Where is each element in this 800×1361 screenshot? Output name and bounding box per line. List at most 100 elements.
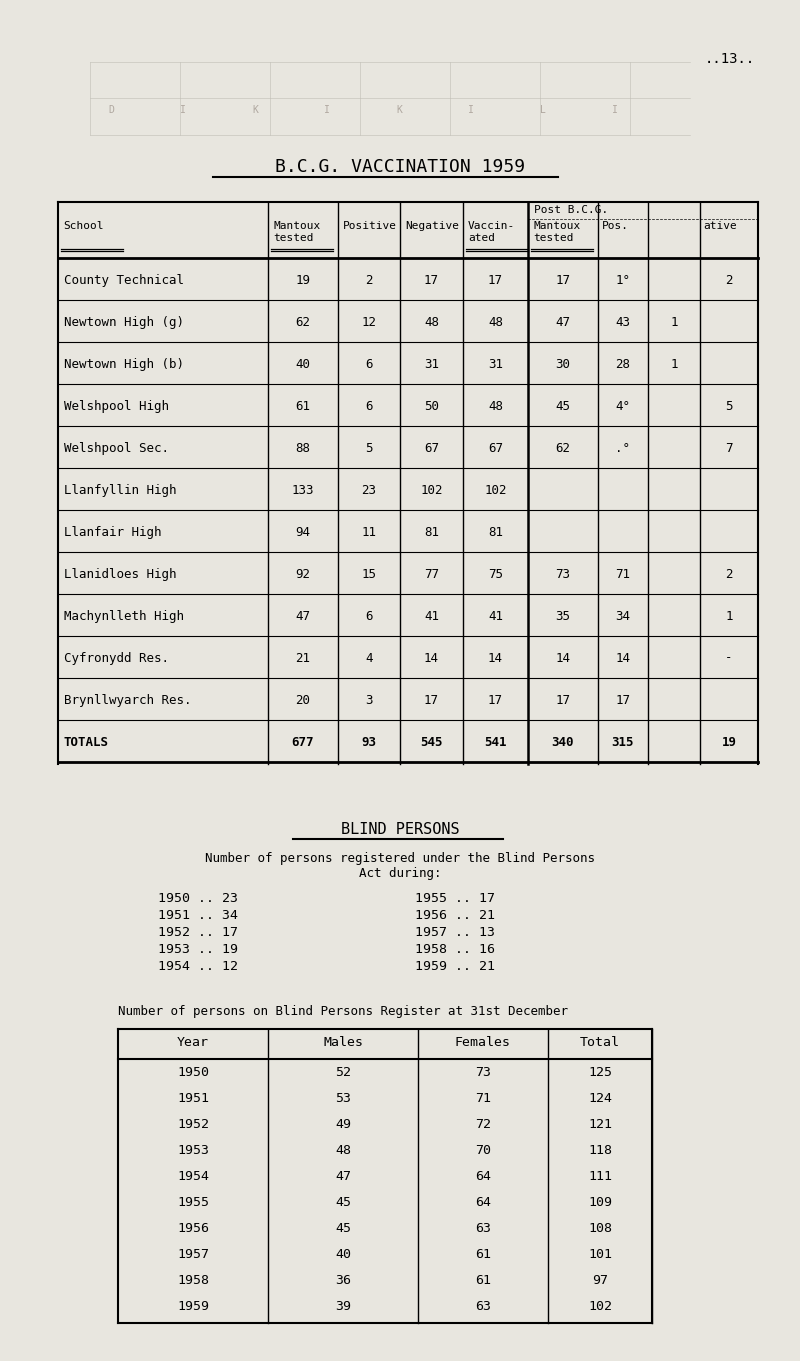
Text: 21: 21	[295, 652, 310, 664]
Text: 14: 14	[488, 652, 503, 664]
Text: 1959: 1959	[177, 1301, 209, 1313]
Text: Positive: Positive	[343, 220, 397, 231]
Text: 47: 47	[555, 316, 570, 328]
Text: BLIND PERSONS: BLIND PERSONS	[341, 822, 459, 837]
Text: 1950: 1950	[177, 1067, 209, 1079]
Text: 1951 .. 34: 1951 .. 34	[158, 909, 238, 921]
Text: Act during:: Act during:	[358, 867, 442, 881]
Text: 48: 48	[424, 316, 439, 328]
Text: 17: 17	[615, 694, 630, 706]
Text: 48: 48	[488, 400, 503, 412]
Text: 108: 108	[588, 1222, 612, 1236]
Text: 17: 17	[488, 694, 503, 706]
Text: 88: 88	[295, 441, 310, 455]
Text: ..13..: ..13..	[705, 52, 755, 65]
Text: 6: 6	[366, 358, 373, 370]
Text: Females: Females	[455, 1036, 511, 1049]
Text: 1951: 1951	[177, 1093, 209, 1105]
Text: 45: 45	[555, 400, 570, 412]
Text: 111: 111	[588, 1170, 612, 1184]
Text: 14: 14	[424, 652, 439, 664]
Text: County Technical: County Technical	[64, 274, 184, 287]
Text: 1950 .. 23: 1950 .. 23	[158, 891, 238, 905]
Text: 118: 118	[588, 1145, 612, 1157]
Text: Newtown High (g): Newtown High (g)	[64, 316, 184, 328]
Text: 1956: 1956	[177, 1222, 209, 1236]
Text: 61: 61	[475, 1274, 491, 1288]
Text: Newtown High (b): Newtown High (b)	[64, 358, 184, 370]
Text: 102: 102	[484, 483, 506, 497]
Text: 31: 31	[488, 358, 503, 370]
Text: 94: 94	[295, 525, 310, 539]
Text: 23: 23	[362, 483, 377, 497]
Text: 35: 35	[555, 610, 570, 622]
Text: I: I	[468, 105, 474, 114]
Text: 1952 .. 17: 1952 .. 17	[158, 925, 238, 939]
Text: 4°: 4°	[615, 400, 630, 412]
Text: 102: 102	[420, 483, 442, 497]
Text: 20: 20	[295, 694, 310, 706]
Text: 6: 6	[366, 400, 373, 412]
Text: B.C.G. VACCINATION 1959: B.C.G. VACCINATION 1959	[275, 158, 525, 176]
Text: 67: 67	[424, 441, 439, 455]
Text: 124: 124	[588, 1093, 612, 1105]
Text: 64: 64	[475, 1170, 491, 1184]
Text: 43: 43	[615, 316, 630, 328]
Text: 677: 677	[292, 735, 314, 749]
Text: Pos.: Pos.	[602, 220, 629, 231]
Text: Number of persons on Blind Persons Register at 31st December: Number of persons on Blind Persons Regis…	[118, 1004, 568, 1018]
Text: Total: Total	[580, 1036, 620, 1049]
Text: 70: 70	[475, 1145, 491, 1157]
Text: Year: Year	[177, 1036, 209, 1049]
Text: I: I	[324, 105, 330, 114]
Text: 133: 133	[292, 483, 314, 497]
Text: 63: 63	[475, 1222, 491, 1236]
Text: 40: 40	[335, 1248, 351, 1262]
Text: 73: 73	[555, 568, 570, 581]
Text: 61: 61	[295, 400, 310, 412]
Text: Post B.C.G.: Post B.C.G.	[534, 206, 608, 215]
Text: I: I	[180, 105, 186, 114]
Text: 1957: 1957	[177, 1248, 209, 1262]
Text: 7: 7	[726, 441, 733, 455]
Text: 1953: 1953	[177, 1145, 209, 1157]
Text: 62: 62	[555, 441, 570, 455]
Text: 11: 11	[362, 525, 377, 539]
Text: 1: 1	[726, 610, 733, 622]
Text: Vaccin-: Vaccin-	[468, 220, 515, 231]
Text: 15: 15	[362, 568, 377, 581]
Text: 45: 45	[335, 1222, 351, 1236]
Text: 2: 2	[366, 274, 373, 287]
Text: 53: 53	[335, 1093, 351, 1105]
Text: 93: 93	[362, 735, 377, 749]
Text: 1955 .. 17: 1955 .. 17	[415, 891, 495, 905]
Text: 67: 67	[488, 441, 503, 455]
Text: 1954: 1954	[177, 1170, 209, 1184]
Text: 2: 2	[726, 568, 733, 581]
Text: 1: 1	[670, 358, 678, 370]
Text: tested: tested	[533, 233, 574, 244]
Text: Machynlleth High: Machynlleth High	[64, 610, 184, 622]
Text: ated: ated	[468, 233, 495, 244]
Text: 545: 545	[420, 735, 442, 749]
Text: I: I	[612, 105, 618, 114]
Text: -: -	[726, 652, 733, 664]
Text: 17: 17	[555, 274, 570, 287]
Text: Males: Males	[323, 1036, 363, 1049]
Text: L: L	[540, 105, 546, 114]
Text: K: K	[252, 105, 258, 114]
Text: 2: 2	[726, 274, 733, 287]
Text: 63: 63	[475, 1301, 491, 1313]
Text: 39: 39	[335, 1301, 351, 1313]
Text: 49: 49	[335, 1119, 351, 1131]
Text: 541: 541	[484, 735, 506, 749]
Text: 109: 109	[588, 1196, 612, 1210]
Text: 41: 41	[424, 610, 439, 622]
Text: K: K	[396, 105, 402, 114]
Text: 340: 340	[552, 735, 574, 749]
Text: 40: 40	[295, 358, 310, 370]
Text: 5: 5	[366, 441, 373, 455]
Text: ative: ative	[703, 220, 737, 231]
Text: 1954 .. 12: 1954 .. 12	[158, 960, 238, 973]
Text: 1955: 1955	[177, 1196, 209, 1210]
